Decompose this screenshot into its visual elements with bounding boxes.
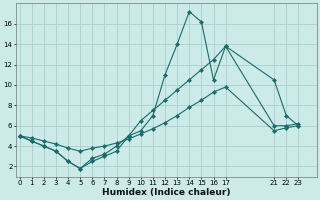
X-axis label: Humidex (Indice chaleur): Humidex (Indice chaleur) [102, 188, 230, 197]
